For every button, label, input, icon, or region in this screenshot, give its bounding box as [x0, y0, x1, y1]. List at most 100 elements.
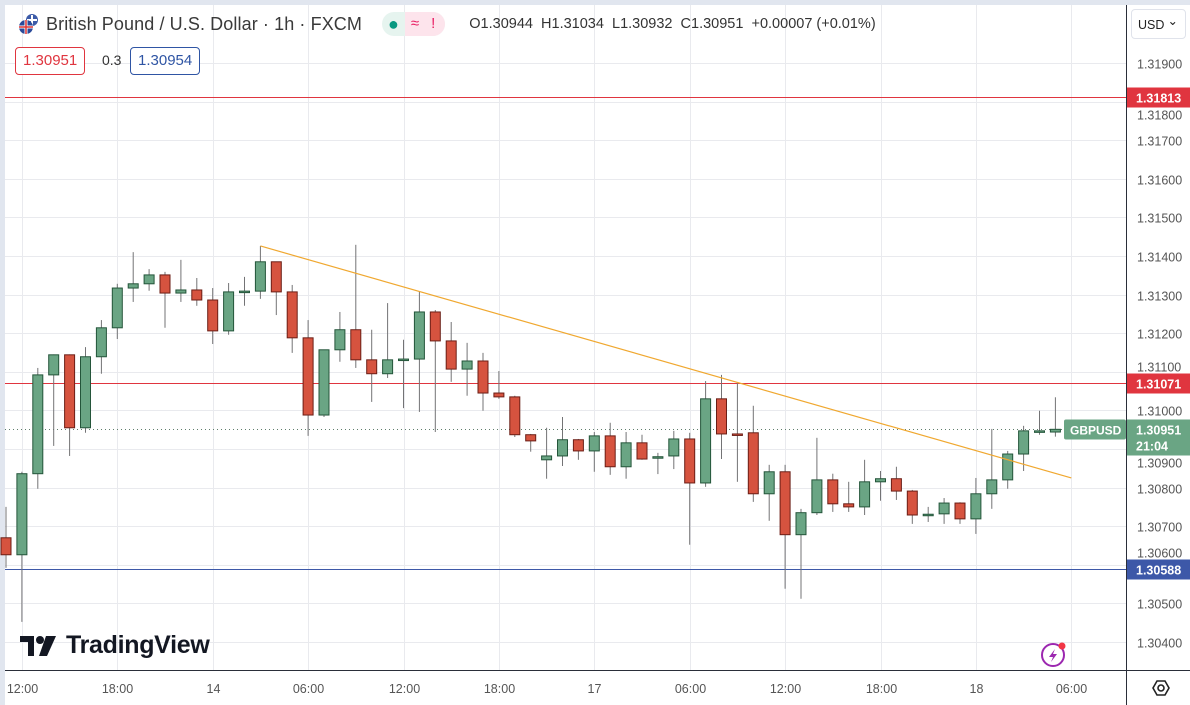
time-tick-label: 18:00: [102, 682, 133, 696]
trendline-segment: [260, 245, 1072, 479]
price-tick-label: 1.31100: [1137, 361, 1181, 375]
time-tick-label: 06:00: [1056, 682, 1087, 696]
currency-select[interactable]: USD ⌄: [1131, 9, 1186, 39]
bullish-candle: [223, 291, 235, 332]
high-value: H1.31034: [541, 16, 604, 32]
delayed-data-icon[interactable]: ≈: [404, 12, 426, 36]
time-tick-label: 18:00: [484, 682, 515, 696]
lightning-alert-icon[interactable]: [1041, 642, 1066, 667]
bearish-candle: [270, 261, 282, 293]
bearish-candle: [684, 438, 696, 484]
bearish-candle: [779, 471, 791, 536]
bearish-candle: [636, 442, 648, 460]
price-tick-label: 1.30400: [1137, 637, 1182, 651]
price-labels: 1.31813 1.31071 1.30588 GBPUSD 1.30951 21:04: [1064, 87, 1190, 580]
level-price-label: 1.31813: [1136, 92, 1181, 106]
level-price-label-bg: [1127, 87, 1190, 108]
chevron-down-icon: ⌄: [1167, 14, 1178, 28]
bullish-candle: [111, 287, 123, 329]
bullish-candle: [938, 502, 950, 515]
bullish-candle: [859, 481, 871, 508]
bullish-candle: [239, 290, 250, 294]
bearish-candle: [716, 398, 727, 435]
time-tick-label: 17: [588, 682, 602, 696]
bullish-candle: [588, 435, 600, 452]
bearish-candle: [302, 337, 314, 416]
bullish-candle: [875, 478, 886, 483]
price-tick-label: 1.31400: [1137, 251, 1182, 265]
bullish-candle: [811, 479, 823, 514]
bullish-candle: [382, 359, 394, 375]
bullish-candle: [557, 439, 568, 457]
settings-icon[interactable]: [1152, 680, 1170, 696]
bullish-candle: [1049, 428, 1061, 433]
time-tick-label: 18: [970, 682, 984, 696]
time-axis-ticks: 12:00 18:00 14 06:00 12:00 18:00 17 06:00 12:00 1…: [7, 682, 1087, 696]
bearish-candle: [731, 433, 743, 436]
trendline[interactable]: [260, 245, 1072, 479]
bullish-candle: [922, 513, 934, 517]
bearish-candle: [0, 537, 12, 556]
low-value: L1.30932: [612, 16, 673, 32]
close-value: C1.30951: [680, 16, 744, 32]
bearish-candle: [159, 274, 171, 294]
bullish-candle: [127, 283, 139, 289]
time-tick-label: 06:00: [675, 682, 706, 696]
time-tick-label: 06:00: [293, 682, 324, 696]
price-tick-label: 1.31600: [1137, 174, 1182, 188]
gbp-usd-flags-icon: [18, 13, 40, 35]
sell-price-button[interactable]: 1.30951: [15, 47, 86, 75]
bearish-candle: [843, 503, 855, 508]
price-tick-label: 1.30600: [1137, 547, 1182, 561]
market-status-pill[interactable]: ● ≈ !: [382, 12, 446, 36]
bearish-candle: [604, 435, 616, 468]
bearish-candle: [429, 311, 441, 342]
bearish-candle: [477, 360, 489, 394]
bullish-candle: [700, 398, 712, 484]
ohlc-values: O1.30944 H1.31034 L1.30932 C1.30951 +0.0…: [469, 16, 875, 32]
bullish-candle: [795, 512, 807, 536]
price-tick-label: 1.31300: [1137, 290, 1182, 304]
level-price-label-bg: [1127, 559, 1190, 580]
chart-pane[interactable]: [5, 5, 1126, 670]
price-tick-label: 1.30800: [1137, 483, 1182, 497]
bearish-candle: [509, 396, 521, 436]
bullish-candle: [763, 471, 775, 495]
bullish-candle: [413, 311, 425, 360]
candles: [0, 244, 1061, 622]
bearish-candle: [954, 502, 966, 520]
price-axis[interactable]: [1127, 5, 1190, 705]
bearish-candle: [286, 291, 298, 339]
bullish-candle: [254, 261, 266, 292]
bullish-candle: [1018, 430, 1030, 455]
bearish-candle: [64, 354, 76, 429]
tradingview-logo[interactable]: TradingView: [20, 631, 210, 660]
time-axis[interactable]: [5, 671, 1126, 705]
level-price-label: 1.30588: [1136, 564, 1181, 578]
bullish-candle: [80, 356, 91, 429]
price-tick-label: 1.31000: [1137, 405, 1182, 419]
price-tick-label: 1.30500: [1137, 598, 1182, 612]
logo-text: TradingView: [66, 631, 210, 659]
symbol-title[interactable]: British Pound / U.S. Dollar · 1h · FXCM: [46, 13, 362, 34]
symbol-label-bg: [1064, 419, 1126, 440]
price-tick-label: 1.30900: [1137, 457, 1182, 471]
bearish-candle: [906, 490, 918, 516]
tradingview-logo-icon: [20, 635, 56, 656]
bullish-candle: [48, 354, 60, 376]
bearish-candle: [890, 478, 902, 492]
last-price-label: 1.30951: [1136, 424, 1181, 438]
price-tick-label: 1.31500: [1137, 212, 1182, 226]
bearish-candle: [207, 299, 219, 332]
horizontal-lines[interactable]: [5, 97, 1126, 570]
open-value: O1.30944: [469, 16, 533, 32]
bullish-candle: [620, 442, 632, 468]
market-open-dot-icon: ●: [388, 14, 399, 34]
bar-countdown: 21:04: [1136, 440, 1168, 454]
price-tick-label: 1.31200: [1137, 328, 1182, 342]
bullish-candle: [398, 358, 409, 362]
buy-price-button[interactable]: 1.30954: [130, 47, 201, 75]
symbol-legend: British Pound / U.S. Dollar · 1h · FXCM …: [18, 12, 876, 36]
alert-icon[interactable]: !: [425, 12, 446, 36]
